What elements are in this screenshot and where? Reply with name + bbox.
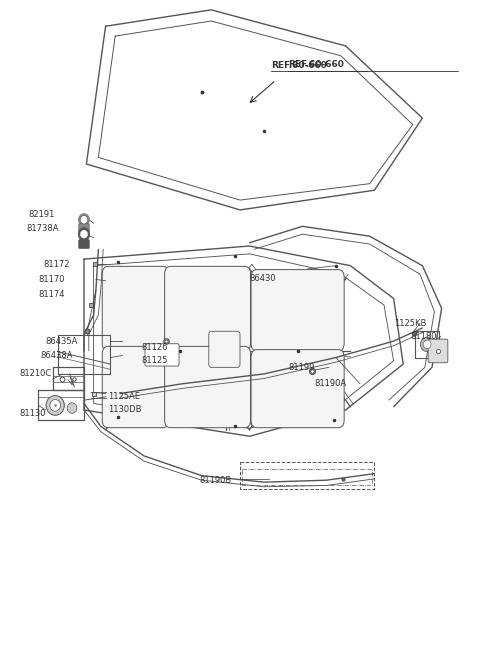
Ellipse shape xyxy=(420,337,434,352)
FancyBboxPatch shape xyxy=(165,266,251,351)
Text: 81125: 81125 xyxy=(142,356,168,365)
FancyBboxPatch shape xyxy=(79,224,89,233)
Ellipse shape xyxy=(46,396,64,415)
FancyBboxPatch shape xyxy=(79,239,89,249)
Text: 81172: 81172 xyxy=(43,260,70,269)
Text: 81190A: 81190A xyxy=(314,379,347,388)
Text: 81210C: 81210C xyxy=(19,369,51,379)
Ellipse shape xyxy=(81,230,88,238)
Text: 86438A: 86438A xyxy=(41,351,73,360)
Text: 81199: 81199 xyxy=(288,363,314,372)
FancyBboxPatch shape xyxy=(165,346,251,428)
FancyBboxPatch shape xyxy=(102,346,169,428)
Ellipse shape xyxy=(67,403,77,413)
FancyBboxPatch shape xyxy=(251,270,344,351)
Ellipse shape xyxy=(78,228,90,241)
FancyBboxPatch shape xyxy=(102,266,169,351)
Ellipse shape xyxy=(423,340,431,349)
Text: REF.60-660: REF.60-660 xyxy=(271,61,327,70)
Text: 82191: 82191 xyxy=(29,210,55,219)
Text: 81126: 81126 xyxy=(142,343,168,352)
FancyBboxPatch shape xyxy=(251,350,344,428)
Text: 81190B: 81190B xyxy=(199,476,231,485)
FancyBboxPatch shape xyxy=(145,344,179,366)
Text: 1125KB: 1125KB xyxy=(394,319,426,328)
Text: 1130DB: 1130DB xyxy=(108,405,142,415)
Ellipse shape xyxy=(80,215,88,224)
Text: REF.60-660: REF.60-660 xyxy=(288,60,344,69)
Text: 81180: 81180 xyxy=(410,332,437,341)
Text: 81174: 81174 xyxy=(38,290,65,299)
FancyBboxPatch shape xyxy=(428,339,448,363)
Ellipse shape xyxy=(79,214,89,226)
Text: 1125AE: 1125AE xyxy=(108,392,140,401)
Text: 86435A: 86435A xyxy=(46,337,78,346)
Text: 81170: 81170 xyxy=(38,275,65,284)
Text: 81130: 81130 xyxy=(19,409,46,418)
Text: 81738A: 81738A xyxy=(26,224,59,233)
Text: 86430: 86430 xyxy=(250,274,276,283)
FancyBboxPatch shape xyxy=(209,331,240,367)
Ellipse shape xyxy=(50,400,60,411)
